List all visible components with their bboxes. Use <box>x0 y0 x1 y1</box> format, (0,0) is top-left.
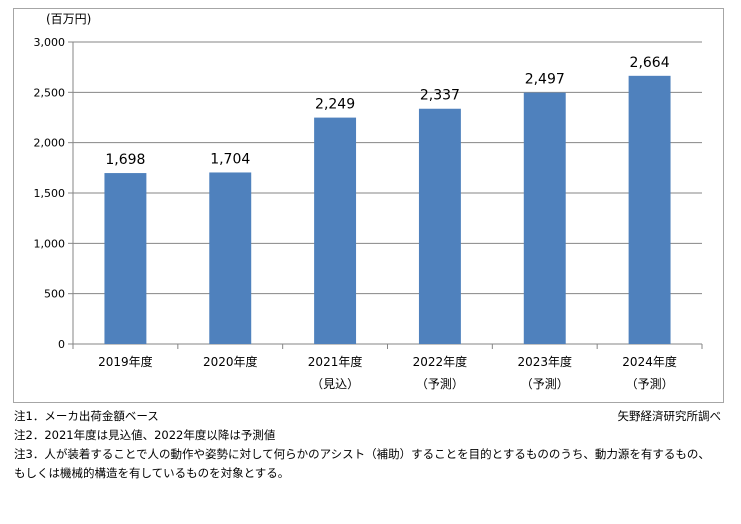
bar <box>314 117 357 344</box>
y-tick-label: 1,500 <box>34 187 66 200</box>
bar-chart: 0 500 1,000 1,500 2,000 2,500 3,000 1,698 2019年度… <box>34 36 703 391</box>
y-tick-label: 500 <box>44 288 65 301</box>
x-tick-sublabel: （見込） <box>311 377 359 391</box>
note-3: 注3．人が装着することで人の動作や姿勢に対して何らかのアシスト（補助）することを… <box>14 447 710 461</box>
bar-value-label: 2,249 <box>315 97 355 113</box>
source-credit: 矢野経済研究所調べ <box>617 409 722 423</box>
y-tick-label: 1,000 <box>34 237 66 250</box>
x-tick-label: 2023年度 <box>517 354 572 369</box>
y-axis-unit-label: (百万円) <box>46 12 92 26</box>
bar-value-label: 2,337 <box>420 88 460 104</box>
y-tick-label: 2,500 <box>34 86 66 99</box>
note-2: 注2．2021年度は見込値、2022年度以降は予測値 <box>14 428 276 442</box>
y-tick-label: 2,000 <box>34 137 66 150</box>
bar-value-label: 1,698 <box>105 152 145 168</box>
x-tick-sublabel: （予測） <box>521 377 569 391</box>
y-tick-label: 0 <box>58 338 65 351</box>
bar <box>209 172 252 344</box>
bar-value-label: 2,664 <box>630 55 670 71</box>
bar <box>628 75 671 344</box>
bar <box>523 92 566 344</box>
x-tick-sublabel: （予測） <box>416 377 464 391</box>
x-tick-label: 2024年度 <box>622 354 677 369</box>
bar-value-label: 1,704 <box>210 151 250 167</box>
y-tick-label: 3,000 <box>34 36 66 49</box>
x-tick-label: 2019年度 <box>98 354 153 369</box>
note-3-continued: もしくは機械的構造を有しているものを対象とする。 <box>14 466 290 480</box>
x-tick-label: 2020年度 <box>203 354 258 369</box>
chart-frame <box>13 8 724 403</box>
bar <box>418 108 461 344</box>
bar-value-label: 2,497 <box>525 72 565 88</box>
x-tick-label: 2021年度 <box>308 354 363 369</box>
x-tick-label: 2022年度 <box>413 354 468 369</box>
bar <box>104 173 147 344</box>
note-1: 注1．メーカ出荷金額ベース <box>14 409 159 423</box>
x-tick-sublabel: （予測） <box>626 377 674 391</box>
